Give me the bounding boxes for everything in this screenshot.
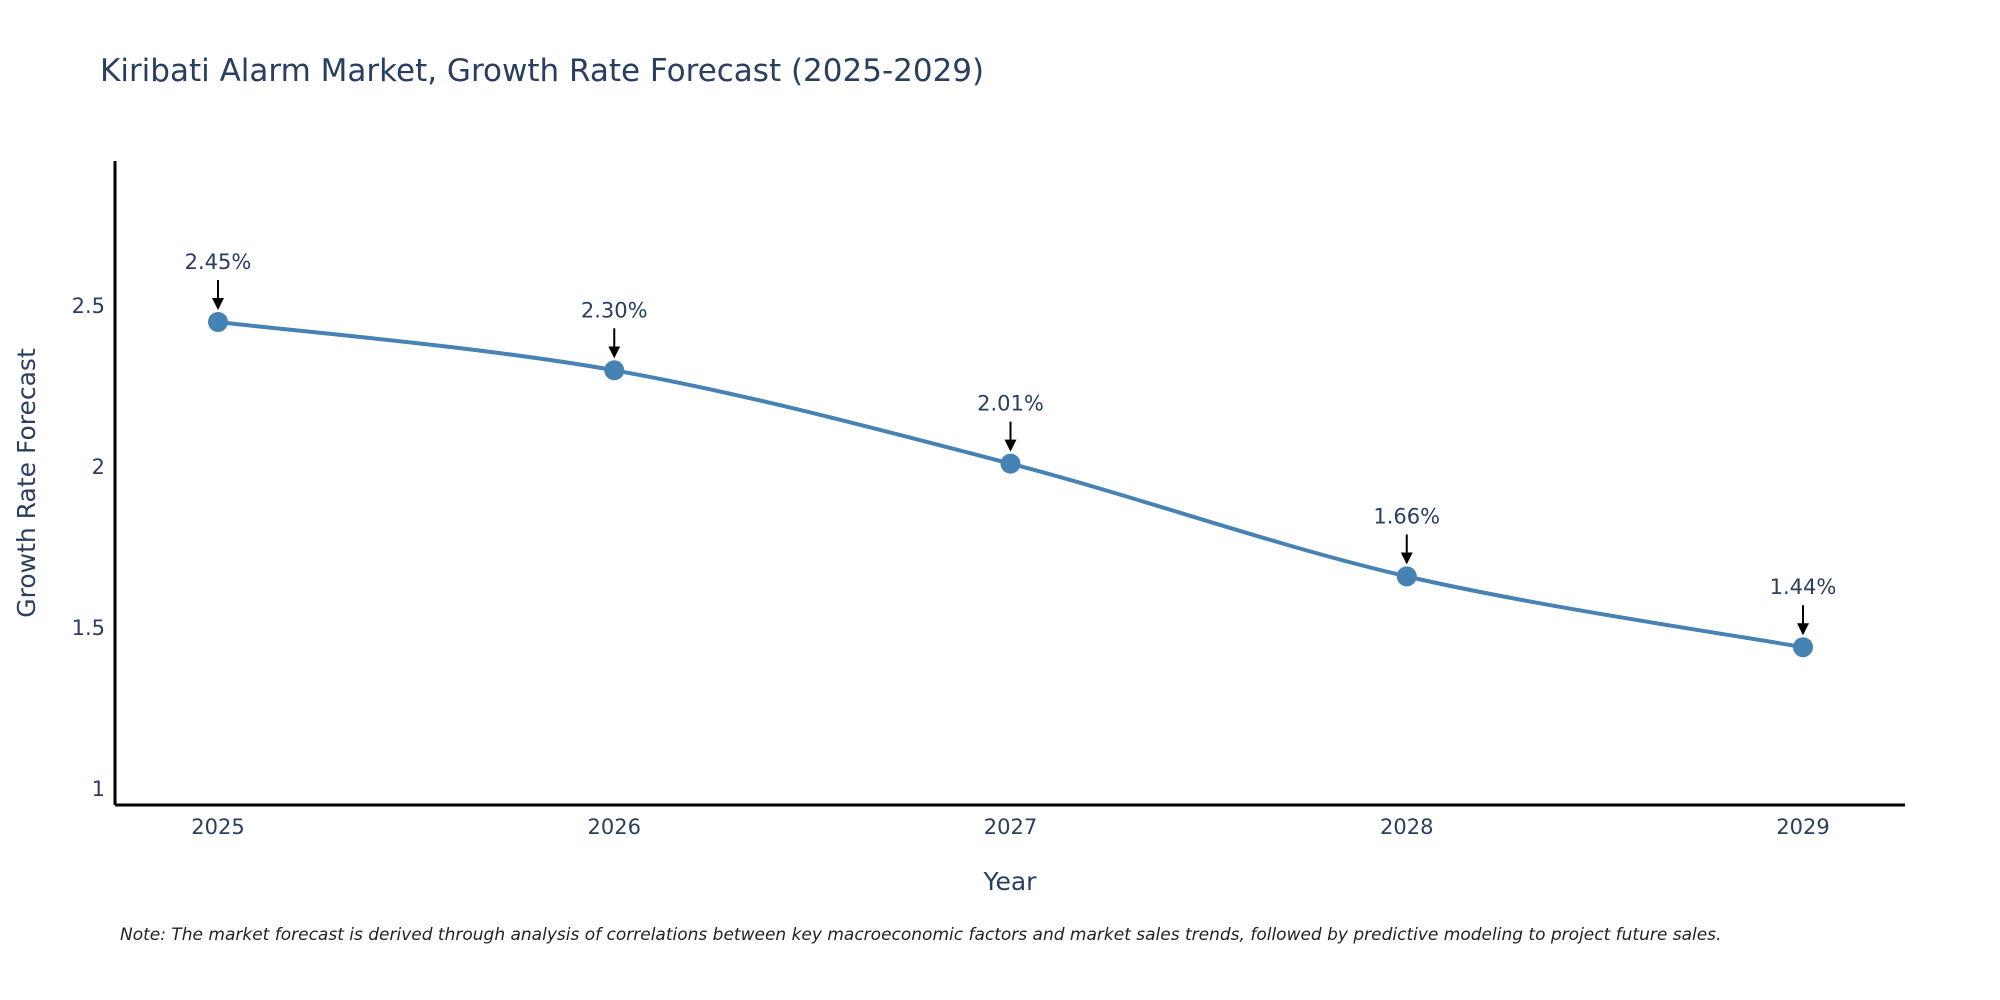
x-tick-label: 2028 [1380,815,1433,839]
y-tick-label: 1 [92,777,105,801]
data-labels-group: 2.45% 2.30% 2.01% 1.66% 1.44% [185,250,1837,636]
series-group [208,312,1813,658]
chart-title: Kiribati Alarm Market, Growth Rate Forec… [100,53,984,89]
data-point-2025[interactable] [208,312,228,332]
data-point-2029[interactable] [1793,637,1813,658]
y-tick-label: 2 [92,455,105,479]
data-label: 1.66% [1373,504,1440,528]
x-tick-label: 2025 [191,815,244,839]
data-point-2028[interactable] [1396,566,1417,587]
x-tick-label: 2027 [984,815,1037,839]
y-axis-title: Growth Rate Forecast [12,348,41,618]
data-label: 2.45% [185,250,252,274]
x-tick-labels: 2025 2026 2027 2028 2029 [191,815,1829,839]
footnote: Note: The market forecast is derived thr… [120,925,1721,945]
data-point-2027[interactable] [1000,453,1021,474]
x-tick-label: 2026 [588,815,641,839]
series-line [217,320,1804,650]
data-label: 2.01% [977,392,1044,416]
data-point-2026[interactable] [604,360,625,381]
y-tick-label: 2.5 [72,294,105,318]
y-tick-labels: 1 1.5 2 2.5 [72,294,105,801]
x-tick-label: 2029 [1776,815,1829,839]
y-tick-label: 1.5 [72,616,105,640]
data-label: 2.30% [581,298,648,322]
x-axis-title: Year [983,867,1038,896]
data-label: 1.44% [1770,575,1837,599]
